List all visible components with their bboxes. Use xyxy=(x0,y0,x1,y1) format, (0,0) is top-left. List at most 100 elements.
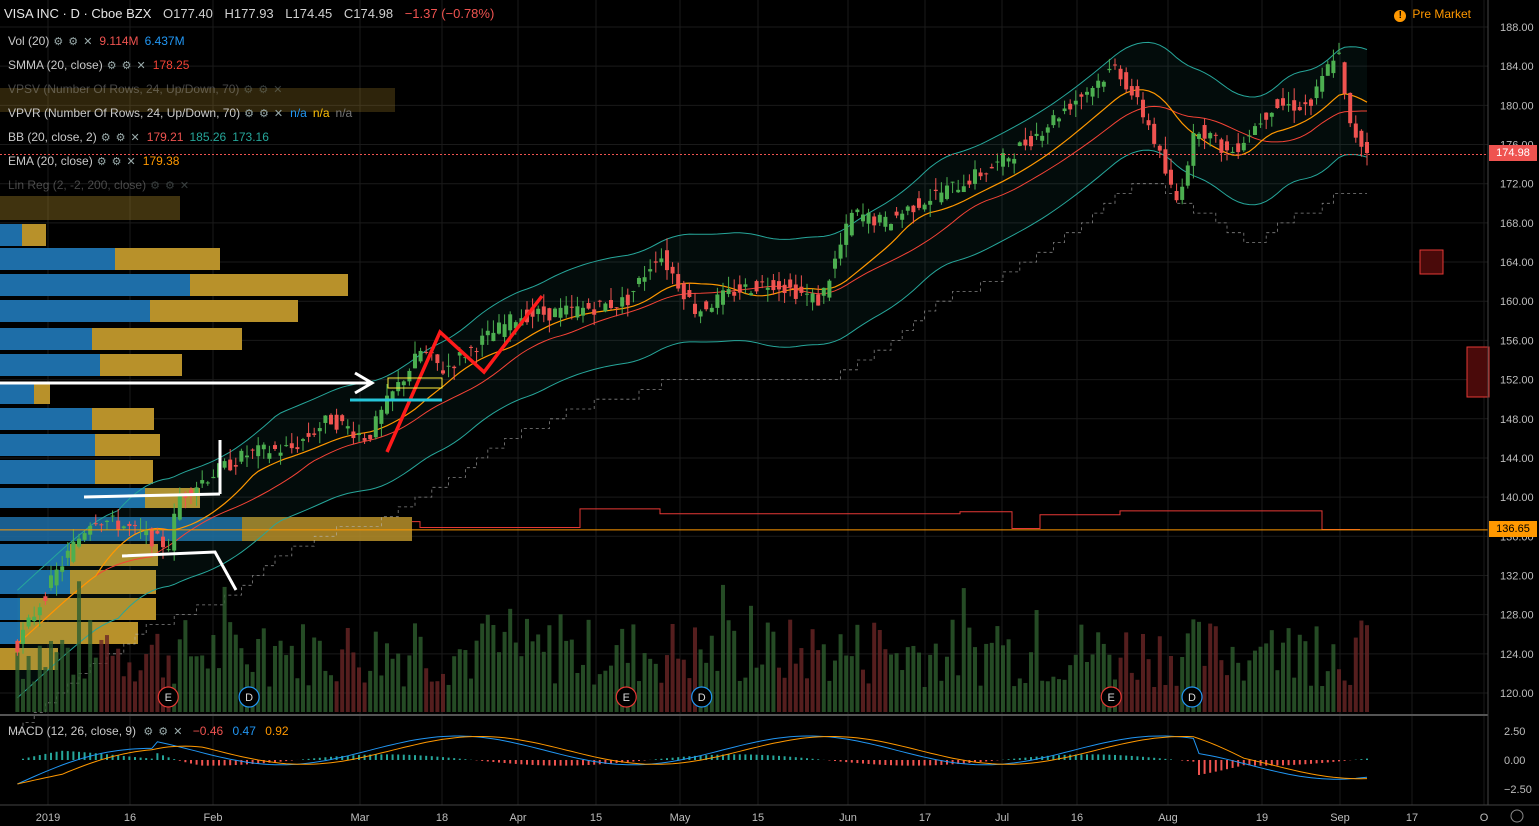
volume-bar xyxy=(1180,656,1185,712)
volume-bar xyxy=(726,620,731,712)
volume-bar xyxy=(872,622,877,712)
volume-profile-bar-up xyxy=(0,248,115,270)
candle-body xyxy=(1308,99,1313,106)
volume-bar xyxy=(1045,681,1050,712)
x-tick-label: 15 xyxy=(590,812,602,824)
indicator-buttons-icon[interactable]: ⚙ ⚙ ✕ xyxy=(143,726,184,738)
macd-hist-value: 0.92 xyxy=(265,724,289,738)
indicator-buttons-icon[interactable]: ⚙ ⚙ ✕ xyxy=(53,36,94,48)
candle-body xyxy=(1202,125,1207,139)
indicator-row[interactable]: VPSV (Number Of Rows, 24, Up/Down, 70) ⚙ … xyxy=(8,82,283,96)
volume-bar xyxy=(558,614,563,712)
candle-body xyxy=(1062,108,1067,112)
volume-bar xyxy=(1140,634,1145,712)
candle-body xyxy=(1280,98,1285,106)
macd-legend[interactable]: MACD (12, 26, close, 9) ⚙ ⚙ ✕ −0.46 0.47… xyxy=(8,724,289,738)
candle-body xyxy=(513,322,518,329)
price-tick-label: 184.00 xyxy=(1500,61,1534,73)
indicator-buttons-icon[interactable]: ⚙ ⚙ ✕ xyxy=(100,132,141,144)
candle-body xyxy=(222,461,227,468)
indicator-value: n/a xyxy=(335,106,353,120)
volume-bar xyxy=(788,619,793,712)
candle-body xyxy=(653,261,658,263)
candle-body xyxy=(345,426,350,429)
earnings-event-icon xyxy=(1100,686,1122,708)
macd-value: −0.46 xyxy=(192,724,224,738)
candle-body xyxy=(944,185,949,199)
indicator-buttons-icon[interactable]: ⚙ ⚙ ✕ xyxy=(106,60,147,72)
indicator-buttons-icon[interactable]: ⚙ ⚙ ✕ xyxy=(150,180,191,192)
volume-bar xyxy=(1314,626,1319,712)
candle-body xyxy=(43,596,48,601)
candle-body xyxy=(82,533,87,540)
low-value: L174.45 xyxy=(285,6,333,21)
volume-bar xyxy=(687,678,692,712)
volume-bar xyxy=(340,649,345,712)
macd-tick-label: 2.50 xyxy=(1504,726,1525,738)
indicator-buttons-icon[interactable]: ⚙ ⚙ ✕ xyxy=(96,156,137,168)
pre-market-indicator[interactable]: ! Pre Market xyxy=(1394,7,1471,22)
candle-body xyxy=(239,450,244,462)
candle-body xyxy=(317,428,322,432)
indicator-row[interactable]: VPVR (Number Of Rows, 24, Up/Down, 70) ⚙ … xyxy=(8,106,352,120)
dividend-event-icon xyxy=(691,686,713,708)
candle-body xyxy=(1247,135,1252,137)
volume-bar xyxy=(138,670,143,712)
indicator-row[interactable]: Lin Reg (2, -2, 200, close) ⚙ ⚙ ✕ xyxy=(8,178,190,192)
candle-body xyxy=(20,629,25,644)
candle-body xyxy=(1292,100,1297,111)
volume-bar xyxy=(82,678,87,712)
candle-body xyxy=(26,617,31,627)
volume-bar xyxy=(939,680,944,712)
volume-bar xyxy=(99,639,104,712)
volume-profile-bar-down xyxy=(100,354,182,376)
candle-body xyxy=(1325,64,1330,76)
pre-market-label: Pre Market xyxy=(1412,7,1471,21)
candle-body xyxy=(1107,68,1112,71)
candle-body xyxy=(401,381,406,386)
candle-body xyxy=(1303,102,1308,105)
volume-bar xyxy=(1264,643,1269,712)
candle-body xyxy=(872,216,877,226)
candle-body xyxy=(1275,99,1280,109)
volume-bar xyxy=(524,618,529,712)
volume-bar xyxy=(737,680,742,712)
indicator-row[interactable]: SMMA (20, close) ⚙ ⚙ ✕ 178.25 xyxy=(8,58,189,72)
indicator-row[interactable]: EMA (20, close) ⚙ ⚙ ✕ 179.38 xyxy=(8,154,179,168)
volume-bar xyxy=(989,642,994,712)
x-tick-label: O xyxy=(1480,812,1489,824)
macd-signal-line xyxy=(17,736,1368,785)
volume-bar xyxy=(592,684,597,712)
volume-bar xyxy=(877,629,882,712)
event-label: E xyxy=(165,692,172,704)
volume-bar xyxy=(1051,676,1056,712)
volume-bar xyxy=(547,625,552,712)
volume-bar xyxy=(1028,652,1033,712)
volume-bar xyxy=(995,626,1000,712)
volume-bar xyxy=(883,649,888,712)
indicator-buttons-icon[interactable]: ⚙ ⚙ ✕ xyxy=(243,84,284,96)
candle-body xyxy=(300,439,305,441)
volume-bar xyxy=(1286,628,1291,712)
price-tick-label: 180.00 xyxy=(1500,100,1534,112)
candle-body xyxy=(754,281,759,292)
indicator-buttons-icon[interactable]: ⚙ ⚙ ✕ xyxy=(244,108,285,120)
candle-body xyxy=(1152,123,1157,144)
volume-bar xyxy=(776,667,781,712)
volume-bar xyxy=(849,656,854,712)
volume-profile-bar-up xyxy=(0,300,150,322)
indicator-row[interactable]: Vol (20) ⚙ ⚙ ✕ 9.114M 6.437M xyxy=(8,34,185,48)
candle-body xyxy=(261,444,266,450)
candle-body xyxy=(127,523,132,526)
candle-body xyxy=(351,431,356,439)
candle-body xyxy=(564,305,569,315)
volume-bar xyxy=(256,638,261,712)
volume-bar xyxy=(1017,678,1022,712)
candle-body xyxy=(1146,120,1151,126)
symbol-title[interactable]: VISA INC · D · Cboe BZX xyxy=(4,6,152,21)
volume-bar xyxy=(900,670,905,712)
indicator-row[interactable]: BB (20, close, 2) ⚙ ⚙ ✕ 179.21 185.26 173.16 xyxy=(8,130,269,144)
candle-body xyxy=(149,528,154,547)
bollinger-upper-line xyxy=(17,41,1368,591)
